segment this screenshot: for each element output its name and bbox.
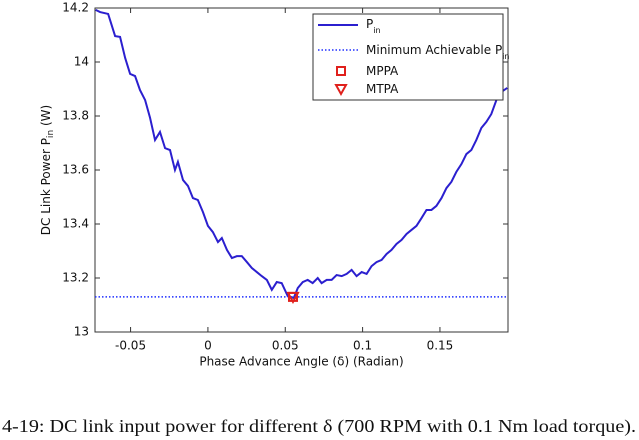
y-tick-label: 13.4 [62,217,89,231]
legend-label-part: Minimum Achievable P [366,43,502,57]
legend-box [312,13,504,101]
x-tick-label: -0.05 [115,339,146,353]
y-axis-label-part: in [46,130,56,138]
data-line [95,8,508,300]
x-tick-label: 0.1 [353,339,372,353]
legend-label: Pin [366,17,381,35]
legend-label-part: in [502,52,509,61]
y-axis-label-part: DC Link Power P [39,138,53,235]
y-tick-label: 13.8 [62,109,89,123]
legend-label: MPPA [366,64,399,78]
y-tick-label: 13.6 [62,163,89,177]
y-tick-label: 13.2 [62,271,89,285]
marker-triangle [286,291,300,304]
legend-swatch [336,66,346,76]
y-tick-label: 13 [74,325,89,339]
x-axis-label: Phase Advance Angle (δ) (Radian) [199,355,403,369]
legend-label-part: P [366,17,373,31]
y-axis-label: DC Link Power Pin (W) [39,105,56,235]
caption: 4-19: DC link input power for different … [2,416,636,437]
x-tick-label: 0.15 [427,339,454,353]
legend-label-part: in [373,26,380,35]
legend-label-part: MPPA [366,64,399,78]
y-tick-label: 14 [74,55,89,69]
legend-swatch [334,84,348,97]
y-tick-label: 14.2 [62,1,89,15]
x-tick-label: 0.05 [272,339,299,353]
legend-label: MTPA [366,82,399,96]
y-axis-label-part: (W) [39,105,53,130]
legend-label-part: MTPA [366,82,399,96]
legend-label: Minimum Achievable Pin [366,43,509,61]
x-tick-label: 0 [204,339,212,353]
